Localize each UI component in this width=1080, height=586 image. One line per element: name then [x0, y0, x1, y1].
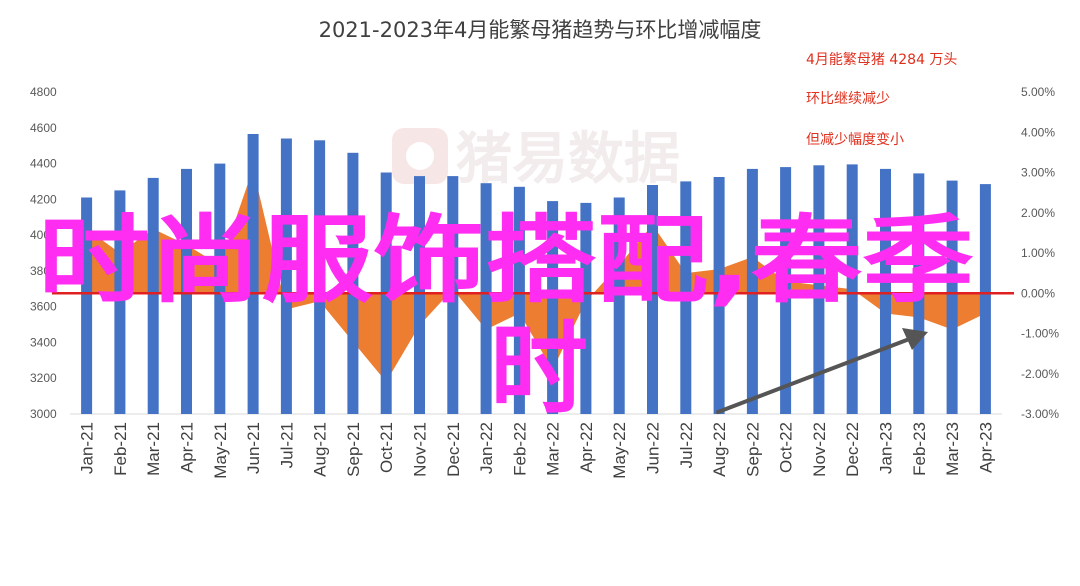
- bar-Jun-22: [647, 185, 658, 414]
- x-tick-label: Sep-21: [344, 422, 363, 477]
- sows-bar-series: [81, 134, 991, 415]
- x-tick-label: Dec-21: [444, 422, 463, 477]
- bar-Jun-21: [247, 134, 259, 414]
- left-tick-label: 4600: [30, 121, 57, 135]
- x-tick-label: Jun-21: [244, 422, 263, 474]
- x-tick-label: May-22: [610, 422, 629, 479]
- right-tick-label: 1.00%: [1021, 246, 1055, 260]
- x-tick-label: Jan-22: [477, 422, 496, 474]
- x-axis-ticks: Jan-21 Feb-21 Mar-21 Apr-21 May-21 Jun-21 Jul-…: [78, 422, 996, 479]
- left-tick-label: 3400: [30, 335, 57, 349]
- x-tick-label: Mar-22: [544, 422, 563, 476]
- bar-Jul-21: [280, 138, 292, 414]
- x-tick-label: Apr-22: [577, 422, 596, 473]
- bar-Nov-21: [414, 176, 425, 414]
- watermark-text: 猪易数据: [456, 127, 680, 192]
- x-tick-label: Jan-23: [877, 422, 896, 474]
- bar-Jul-22: [680, 181, 692, 414]
- bar-Dec-22: [846, 164, 858, 414]
- x-tick-label: Nov-22: [810, 422, 829, 477]
- left-tick-label: 4000: [30, 228, 57, 242]
- x-tick-label: Aug-22: [710, 422, 729, 477]
- bar-Feb-22: [513, 186, 525, 414]
- annotation-text: 但减少幅度变小: [806, 132, 904, 148]
- x-tick-label: Feb-23: [910, 422, 929, 476]
- right-tick-label: -2.00%: [1021, 367, 1059, 381]
- x-tick-label: Apr-21: [178, 422, 197, 473]
- left-tick-label: 4800: [30, 85, 57, 99]
- right-tick-label: 2.00%: [1021, 206, 1055, 220]
- bar-May-21: [214, 163, 226, 414]
- bar-Mar-22: [547, 201, 559, 414]
- left-tick-label: 3000: [30, 407, 57, 421]
- x-tick-label: Feb-22: [510, 422, 529, 476]
- x-tick-label: Jul-21: [277, 422, 296, 468]
- overlay-text-line1: 时尚服饰搭配,春季: [38, 206, 974, 316]
- bar-Jan-23: [880, 168, 891, 414]
- annotation-text: 4月能繁母猪 4284 万头: [806, 52, 957, 68]
- x-tick-label: Jun-22: [644, 422, 663, 474]
- x-tick-label: Nov-21: [411, 422, 430, 477]
- mom-area: [86, 168, 986, 382]
- trend-arrow: [716, 328, 928, 414]
- overlay-text-line2: 时: [490, 311, 588, 428]
- arrow-head: [902, 328, 928, 350]
- chart-title: 2021-2023年4月能繁母猪趋势与环比增减幅度: [319, 18, 762, 42]
- right-tick-label: -3.00%: [1021, 407, 1059, 421]
- bar-Oct-22: [780, 167, 792, 414]
- bar-Nov-22: [813, 165, 825, 414]
- watermark: 猪易数据: [392, 127, 680, 192]
- right-axis-ticks: -3.00% -2.00% -1.00% 0.00% 1.00% 2.00% 3.00% 4.…: [1021, 85, 1059, 421]
- x-tick-label: Mar-21: [144, 422, 163, 476]
- watermark-logo-ring: [406, 142, 434, 170]
- x-tick-label: Oct-22: [777, 422, 796, 473]
- bar-Jan-21: [81, 197, 93, 414]
- right-tick-label: 3.00%: [1021, 166, 1055, 180]
- left-tick-label: 4400: [30, 157, 57, 171]
- mom-area-series: [86, 168, 986, 382]
- bar-Sep-22: [746, 168, 758, 414]
- bar-Jan-22: [480, 183, 492, 414]
- left-tick-label: 4200: [30, 192, 57, 206]
- x-tick-label: Mar-23: [943, 422, 962, 476]
- x-tick-label: Dec-22: [843, 422, 862, 477]
- left-tick-label: 3200: [30, 371, 57, 385]
- bar-Sep-21: [347, 152, 359, 415]
- bar-Feb-21: [114, 190, 126, 414]
- arrow-shaft: [716, 336, 914, 414]
- right-tick-label: 0.00%: [1021, 286, 1055, 300]
- left-tick-label: 3600: [30, 300, 57, 314]
- right-tick-label: -1.00%: [1021, 327, 1059, 341]
- overlay-text: 时尚服饰搭配,春季 时: [38, 206, 974, 428]
- bar-Apr-21: [181, 168, 192, 414]
- annotation-text: 环比继续减少: [806, 90, 890, 107]
- x-tick-label: Oct-21: [377, 422, 396, 473]
- bar-Apr-22: [580, 202, 592, 414]
- bar-Apr-23: [979, 184, 991, 414]
- x-tick-label: Sep-22: [743, 422, 762, 477]
- x-tick-label: May-21: [211, 422, 230, 479]
- bar-Aug-22: [713, 177, 725, 414]
- right-tick-label: 4.00%: [1021, 125, 1055, 139]
- bar-Mar-21: [147, 177, 159, 414]
- x-tick-label: Feb-21: [111, 422, 130, 476]
- left-axis-ticks: 3000 3200 3400 3600 3800 4000 4200 4400 4600 4800: [30, 85, 57, 421]
- x-tick-label: Aug-21: [311, 422, 330, 477]
- bar-Mar-23: [946, 180, 958, 414]
- bar-Aug-21: [314, 140, 326, 415]
- bar-May-22: [613, 197, 625, 414]
- x-tick-label: Apr-23: [976, 422, 995, 473]
- x-tick-label: Jan-21: [78, 422, 97, 474]
- left-tick-label: 3800: [30, 264, 57, 278]
- x-tick-label: Jul-22: [677, 422, 696, 468]
- right-tick-label: 5.00%: [1021, 85, 1055, 99]
- bar-Dec-21: [447, 176, 459, 414]
